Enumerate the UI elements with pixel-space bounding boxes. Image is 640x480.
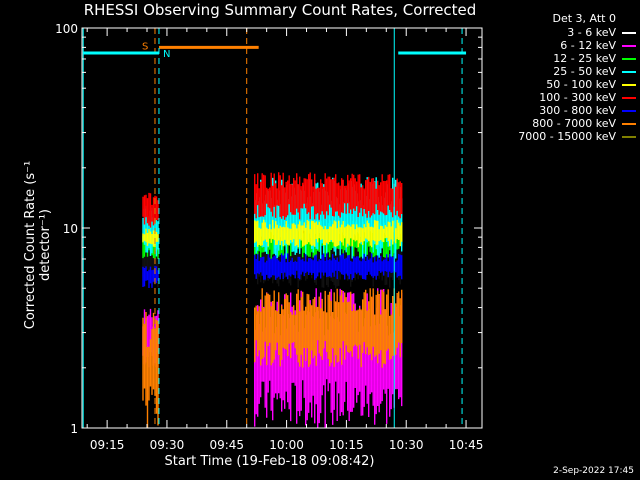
legend-swatch bbox=[622, 70, 636, 73]
legend-label: 100 - 300 keV bbox=[539, 91, 616, 104]
annotation-label: S bbox=[142, 41, 148, 52]
series-band bbox=[142, 265, 159, 288]
legend-row: 6 - 12 keV bbox=[482, 39, 638, 52]
x-tick-label: 09:45 bbox=[209, 438, 244, 452]
legend-label: 7000 - 15000 keV bbox=[518, 130, 616, 143]
annotation-label: N bbox=[163, 49, 170, 60]
series-band bbox=[254, 219, 403, 248]
legend-label: 50 - 100 keV bbox=[546, 78, 616, 91]
timestamp-footer: 2-Sep-2022 17:45 bbox=[553, 466, 634, 476]
legend-swatch bbox=[622, 122, 636, 125]
legend-row: 800 - 7000 keV bbox=[482, 117, 638, 130]
legend-swatch bbox=[622, 57, 636, 60]
legend-row: 3 - 6 keV bbox=[482, 26, 638, 39]
y-tick-label: 1 bbox=[70, 422, 78, 436]
legend-swatch bbox=[622, 83, 636, 86]
legend-label: 6 - 12 keV bbox=[560, 39, 616, 52]
x-tick-label: 10:30 bbox=[389, 438, 424, 452]
y-tick-label: 10 bbox=[63, 222, 78, 236]
x-tick-label: 09:15 bbox=[90, 438, 125, 452]
x-tick-label: 09:30 bbox=[150, 438, 185, 452]
x-tick-label: 10:15 bbox=[329, 438, 364, 452]
x-axis-label: Start Time (19-Feb-18 09:08:42) bbox=[164, 454, 375, 469]
legend-row: 300 - 800 keV bbox=[482, 104, 638, 117]
x-tick-label: 10:45 bbox=[449, 438, 484, 452]
legend-header: Det 3, Att 0 bbox=[552, 12, 617, 25]
series-band bbox=[254, 172, 403, 220]
legend-swatch bbox=[622, 109, 636, 112]
x-tick-label: 10:00 bbox=[269, 438, 304, 452]
y-tick-label: 100 bbox=[55, 22, 78, 36]
series-band bbox=[142, 192, 159, 228]
series-band bbox=[254, 288, 403, 368]
legend-row: 25 - 50 keV bbox=[482, 65, 638, 78]
legend-swatch bbox=[622, 31, 636, 34]
legend-label: 3 - 6 keV bbox=[567, 26, 616, 39]
legend: Det 3, Att 0 3 - 6 keV 6 - 12 keV 12 - 2… bbox=[482, 12, 638, 143]
legend-row: 50 - 100 keV bbox=[482, 78, 638, 91]
legend-swatch bbox=[622, 44, 636, 47]
legend-row: 12 - 25 keV bbox=[482, 52, 638, 65]
legend-label: 12 - 25 keV bbox=[553, 52, 616, 65]
legend-label: 800 - 7000 keV bbox=[532, 117, 616, 130]
y-axis-label: Corrected Count Rate (s⁻¹ detector⁻¹) bbox=[23, 160, 53, 330]
chart-title: RHESSI Observing Summary Count Rates, Co… bbox=[83, 1, 477, 19]
legend-row: 100 - 300 keV bbox=[482, 91, 638, 104]
legend-label: 25 - 50 keV bbox=[553, 65, 616, 78]
legend-row: 7000 - 15000 keV bbox=[482, 130, 638, 143]
legend-label: 300 - 800 keV bbox=[539, 104, 616, 117]
legend-swatch bbox=[622, 135, 636, 138]
legend-swatch bbox=[622, 96, 636, 99]
series-band bbox=[254, 253, 403, 280]
